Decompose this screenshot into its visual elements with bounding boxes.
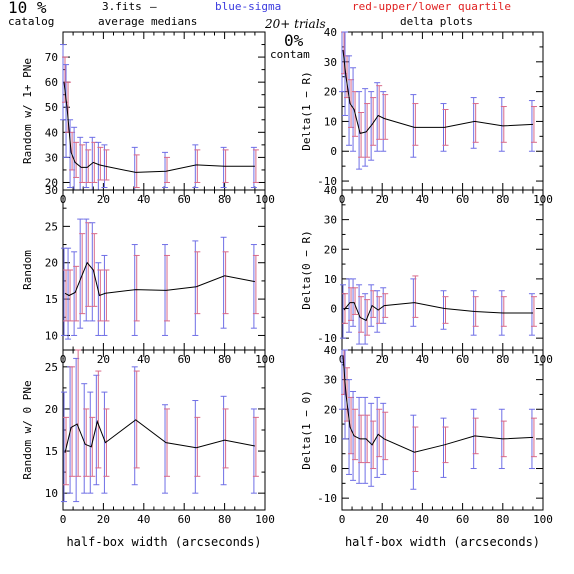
x-tick-label: 20 bbox=[97, 513, 110, 526]
y-tick-label: 70 bbox=[45, 51, 58, 64]
y-axis-label: Delta(1 − R) bbox=[300, 71, 313, 150]
header-delta-plots: delta plots bbox=[400, 15, 473, 28]
header-blue-label: blue-sigma bbox=[215, 0, 281, 13]
x-tick-label: 60 bbox=[178, 353, 191, 366]
y-tick-label: 20 bbox=[45, 403, 58, 416]
x-tick-label: 100 bbox=[255, 513, 275, 526]
x-tick-label: 80 bbox=[218, 193, 231, 206]
y-tick-label: -10 bbox=[317, 175, 337, 188]
median-line bbox=[64, 261, 255, 297]
y-tick-label: -10 bbox=[317, 332, 337, 345]
y-axis-label: Random bbox=[21, 250, 34, 290]
x-tick-label: 40 bbox=[137, 513, 150, 526]
x-tick-label: 40 bbox=[416, 513, 429, 526]
x-tick-label: 20 bbox=[376, 353, 389, 366]
header-avg-medians: average medians bbox=[98, 15, 197, 28]
y-tick-label: 30 bbox=[324, 214, 337, 227]
y-axis-label: Delta(0 − R) bbox=[300, 230, 313, 309]
x-tick-label: 80 bbox=[496, 353, 509, 366]
y-tick-label: 30 bbox=[45, 151, 58, 164]
plot-frame bbox=[62, 349, 266, 511]
y-tick-label: 0 bbox=[330, 463, 337, 476]
y-tick-label: 10 bbox=[324, 273, 337, 286]
y-tick-label: 15 bbox=[45, 445, 58, 458]
median-line bbox=[342, 355, 534, 453]
x-tick-label: 60 bbox=[178, 513, 191, 526]
x-tick-label: 40 bbox=[137, 353, 150, 366]
x-tick-label: 60 bbox=[456, 353, 469, 366]
header-contam-pct: 0% bbox=[284, 31, 304, 50]
x-tick-label: 100 bbox=[533, 513, 553, 526]
x-tick-label: 20 bbox=[97, 193, 110, 206]
x-tick-label: 60 bbox=[456, 193, 469, 206]
x-tick-label: 60 bbox=[456, 513, 469, 526]
x-tick-label: 40 bbox=[416, 193, 429, 206]
x-axis-label: half-box width (arcseconds) bbox=[66, 535, 261, 549]
plot-frame bbox=[341, 31, 544, 191]
x-tick-label: 20 bbox=[97, 353, 110, 366]
y-axis-label: Random w/ 0 PNe bbox=[21, 380, 34, 479]
y-tick-label: 20 bbox=[45, 257, 58, 270]
x-tick-label: 0 bbox=[339, 513, 346, 526]
header-red-label: red-upper/lower quartile bbox=[352, 0, 511, 13]
y-tick-label: 25 bbox=[45, 220, 58, 233]
x-tick-label: 80 bbox=[496, 193, 509, 206]
y-axis-label: Random w/ 1+ PNe bbox=[21, 58, 34, 164]
y-tick-label: 20 bbox=[324, 243, 337, 256]
y-tick-label: 30 bbox=[45, 184, 58, 197]
x-tick-label: 40 bbox=[416, 353, 429, 366]
y-tick-label: 40 bbox=[45, 126, 58, 139]
y-tick-label: 0 bbox=[330, 303, 337, 316]
y-tick-label: 10 bbox=[45, 329, 58, 342]
y-tick-label: 40 bbox=[324, 184, 337, 197]
y-tick-label: 20 bbox=[324, 403, 337, 416]
y-tick-label: 25 bbox=[45, 361, 58, 374]
x-tick-label: 60 bbox=[178, 193, 191, 206]
x-tick-label: 80 bbox=[218, 353, 231, 366]
median-line bbox=[63, 82, 255, 173]
header-dash: – bbox=[150, 0, 157, 13]
header-contam: contam bbox=[270, 48, 310, 61]
x-tick-label: 0 bbox=[60, 513, 67, 526]
y-tick-label: 10 bbox=[324, 115, 337, 128]
median-line bbox=[64, 419, 255, 453]
x-axis-label: half-box width (arcseconds) bbox=[345, 535, 540, 549]
median-line bbox=[342, 49, 534, 135]
y-tick-label: 50 bbox=[45, 101, 58, 114]
header-catalog: catalog bbox=[8, 15, 54, 28]
header-trials: 20+ trials bbox=[264, 17, 326, 31]
y-tick-label: -10 bbox=[317, 492, 337, 505]
y-tick-label: 60 bbox=[45, 76, 58, 89]
x-tick-label: 20 bbox=[376, 193, 389, 206]
median-line bbox=[343, 302, 533, 322]
y-tick-label: 40 bbox=[324, 344, 337, 357]
y-tick-label: 20 bbox=[45, 176, 58, 189]
y-tick-label: 0 bbox=[330, 145, 337, 158]
x-tick-label: 20 bbox=[376, 513, 389, 526]
y-tick-label: 30 bbox=[324, 56, 337, 69]
y-axis-label: Delta(1 − 0) bbox=[300, 390, 313, 469]
y-tick-label: 15 bbox=[45, 293, 58, 306]
header-percent: 10 % bbox=[8, 0, 47, 17]
x-tick-label: 40 bbox=[137, 193, 150, 206]
y-tick-label: 10 bbox=[324, 433, 337, 446]
y-tick-label: 20 bbox=[324, 86, 337, 99]
y-tick-label: 40 bbox=[324, 26, 337, 39]
x-tick-label: 80 bbox=[496, 513, 509, 526]
x-tick-label: 80 bbox=[218, 513, 231, 526]
header-filename: 3.fits bbox=[102, 0, 142, 13]
y-tick-label: 30 bbox=[324, 374, 337, 387]
y-tick-label: 10 bbox=[45, 487, 58, 500]
panel-left-bottom: 0 20 40 60 80 100 10 15 20 25 Random w/ 0 PNe half-… bbox=[21, 349, 275, 549]
